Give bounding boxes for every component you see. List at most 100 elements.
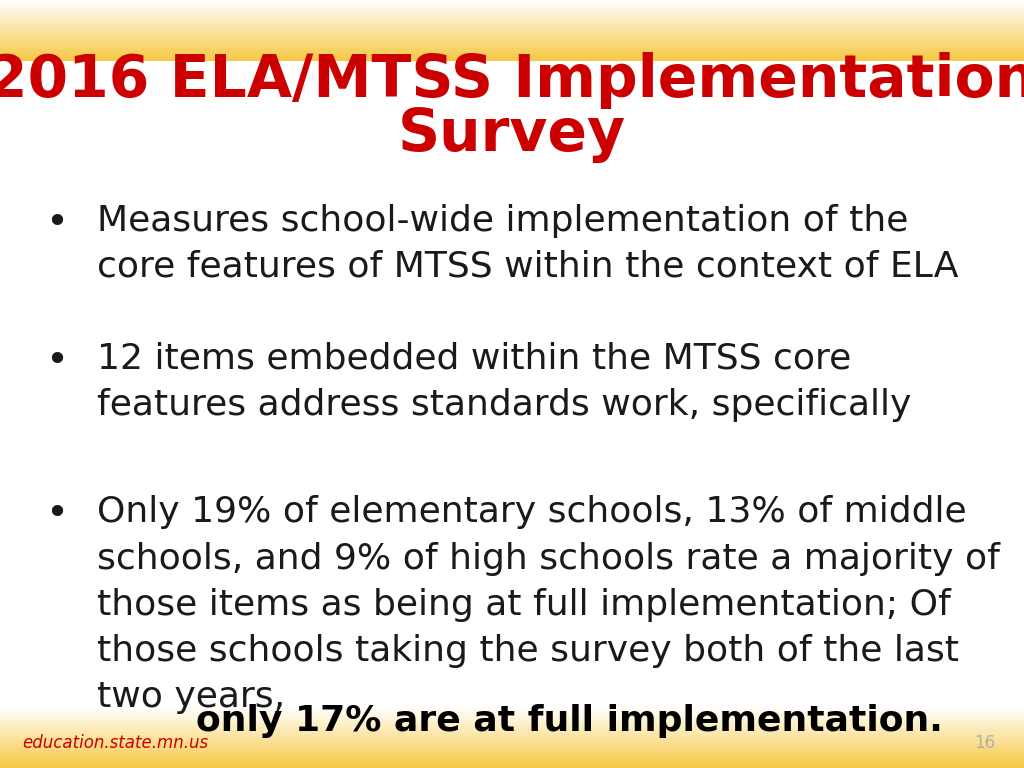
Bar	[276, 707, 282, 768]
Bar	[932, 707, 937, 768]
Bar	[195, 707, 200, 768]
Bar	[671, 707, 676, 768]
Text: Survey: Survey	[398, 106, 626, 163]
Bar	[169, 707, 174, 768]
Bar	[942, 707, 947, 768]
Bar	[584, 707, 589, 768]
Bar	[952, 707, 957, 768]
Bar	[379, 707, 384, 768]
Bar	[92, 707, 97, 768]
Bar	[333, 707, 338, 768]
Bar	[215, 707, 220, 768]
Bar	[773, 707, 778, 768]
Bar	[348, 707, 353, 768]
Bar	[456, 707, 461, 768]
Bar	[113, 707, 118, 768]
Bar	[261, 707, 266, 768]
Bar	[394, 707, 399, 768]
Bar	[364, 707, 369, 768]
Bar	[814, 707, 819, 768]
Bar	[97, 707, 102, 768]
Bar	[840, 707, 845, 768]
Bar	[804, 707, 809, 768]
Bar	[292, 707, 297, 768]
Bar	[164, 707, 169, 768]
Bar	[916, 707, 922, 768]
Bar	[512, 707, 517, 768]
Bar	[563, 707, 568, 768]
Bar	[522, 707, 527, 768]
Bar	[717, 707, 722, 768]
Bar	[369, 707, 374, 768]
Bar	[481, 707, 486, 768]
Bar	[179, 707, 184, 768]
Bar	[230, 707, 236, 768]
Bar	[922, 707, 927, 768]
Bar	[620, 707, 625, 768]
Bar	[573, 707, 579, 768]
Bar	[850, 707, 855, 768]
Bar	[778, 707, 783, 768]
Text: Only 19% of elementary schools, 13% of middle
schools, and 9% of high schools ra: Only 19% of elementary schools, 13% of m…	[97, 495, 1000, 714]
Bar	[968, 707, 973, 768]
Bar	[901, 707, 906, 768]
Bar	[630, 707, 635, 768]
Bar	[67, 707, 72, 768]
Bar	[742, 707, 748, 768]
Bar	[189, 707, 195, 768]
Bar	[568, 707, 573, 768]
Bar	[143, 707, 148, 768]
Bar	[1014, 707, 1019, 768]
Bar	[404, 707, 410, 768]
Bar	[492, 707, 497, 768]
Text: 12 items embedded within the MTSS core
features address standards work, specific: 12 items embedded within the MTSS core f…	[97, 342, 911, 422]
Bar	[461, 707, 466, 768]
Bar	[886, 707, 891, 768]
Bar	[855, 707, 860, 768]
Bar	[1009, 707, 1014, 768]
Bar	[174, 707, 179, 768]
Bar	[430, 707, 435, 768]
Text: 16: 16	[974, 733, 995, 752]
Bar	[845, 707, 850, 768]
Bar	[148, 707, 154, 768]
Bar	[435, 707, 440, 768]
Bar	[82, 707, 87, 768]
Bar	[374, 707, 379, 768]
Bar	[660, 707, 666, 768]
Text: •: •	[45, 204, 68, 241]
Bar	[865, 707, 870, 768]
Bar	[737, 707, 742, 768]
Bar	[881, 707, 886, 768]
Bar	[266, 707, 271, 768]
Bar	[440, 707, 445, 768]
Bar	[666, 707, 671, 768]
Bar	[128, 707, 133, 768]
Bar	[271, 707, 276, 768]
Bar	[328, 707, 333, 768]
Bar	[36, 707, 41, 768]
Bar	[835, 707, 840, 768]
Bar	[599, 707, 604, 768]
Bar	[410, 707, 415, 768]
Bar	[722, 707, 727, 768]
Bar	[538, 707, 543, 768]
Bar	[788, 707, 794, 768]
Bar	[824, 707, 829, 768]
Bar	[594, 707, 599, 768]
Bar	[20, 707, 26, 768]
Bar	[317, 707, 323, 768]
Bar	[978, 707, 983, 768]
Bar	[312, 707, 317, 768]
Bar	[957, 707, 963, 768]
Bar	[358, 707, 364, 768]
Bar	[609, 707, 614, 768]
Bar	[353, 707, 358, 768]
Bar	[758, 707, 763, 768]
Bar	[963, 707, 968, 768]
Bar	[61, 707, 67, 768]
Bar	[0, 707, 5, 768]
Bar	[625, 707, 630, 768]
Bar	[635, 707, 640, 768]
Bar	[983, 707, 988, 768]
